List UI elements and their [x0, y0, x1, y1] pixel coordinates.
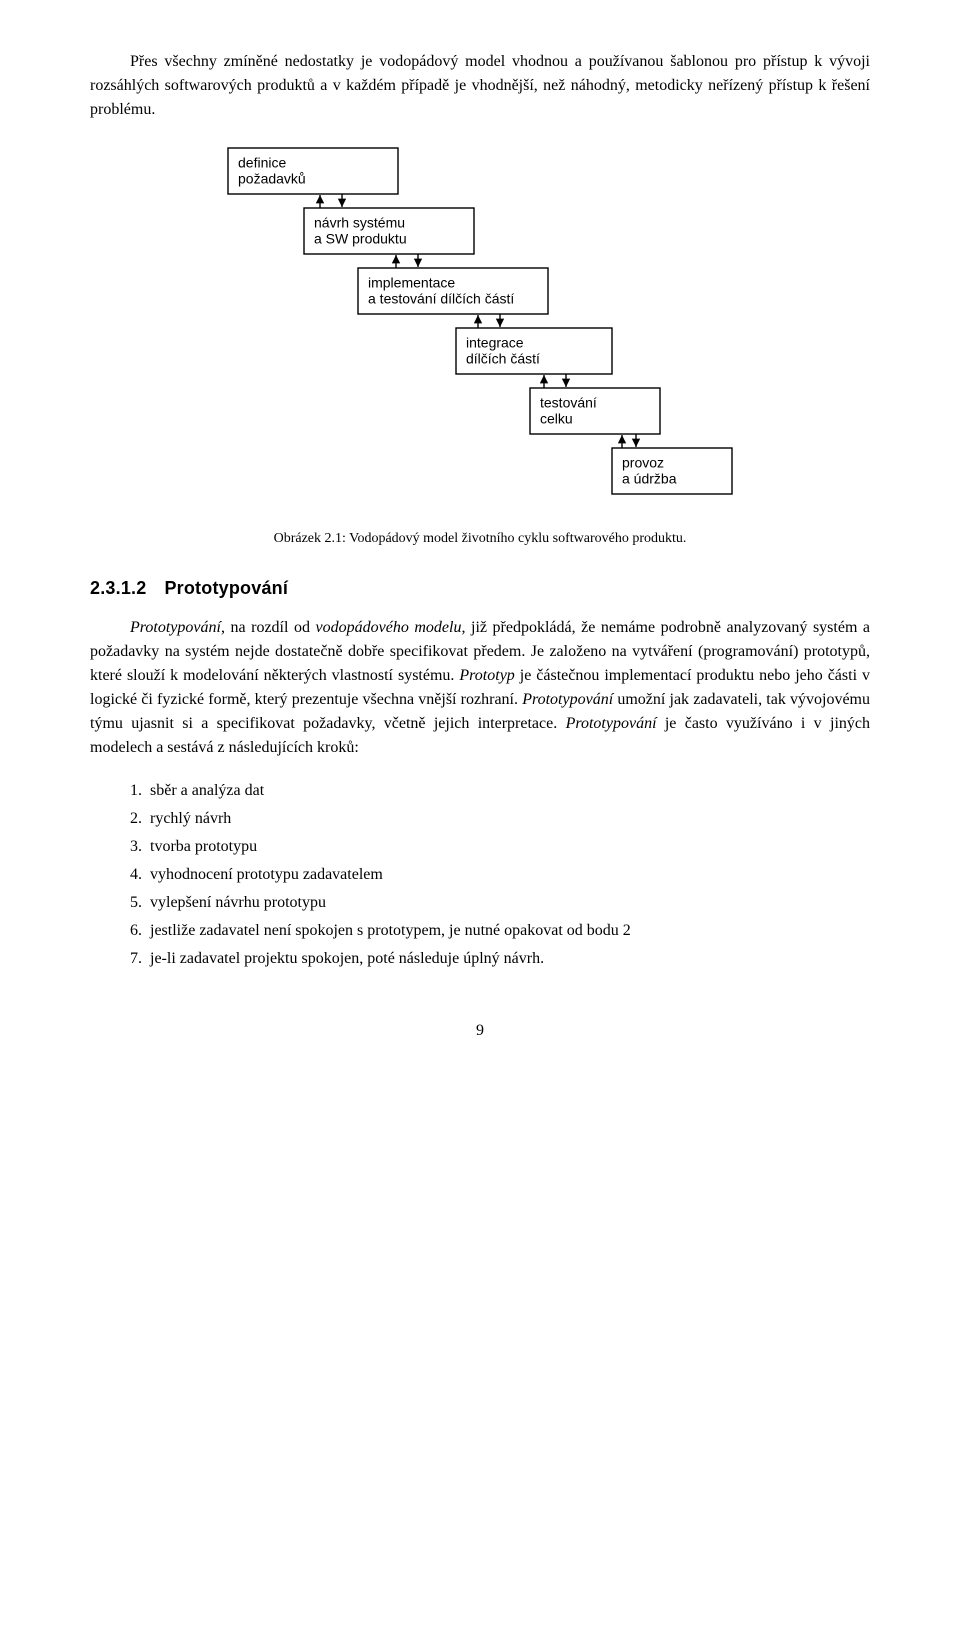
waterfall-diagram: definicepožadavků návrh systémua SW produ… [90, 142, 870, 500]
body-paragraph: Prototypování, na rozdíl od vodopádového… [90, 616, 870, 760]
italic-term: Prototypování [130, 619, 221, 636]
svg-text:a údržba: a údržba [622, 471, 677, 487]
figure-caption-text: Obrázek 2.1: Vodopádový model životního … [274, 531, 687, 546]
page-number-text: 9 [476, 1022, 484, 1039]
svg-text:a SW produktu: a SW produktu [314, 231, 407, 247]
italic-term: Prototypování [566, 715, 657, 732]
intro-paragraph: Přes všechny zmíněné nedostatky je vodop… [90, 50, 870, 122]
svg-text:provoz: provoz [622, 455, 664, 471]
italic-term: Prototypování [522, 691, 613, 708]
svg-text:celku: celku [540, 411, 573, 427]
section-heading: 2.3.1.2 Prototypování [90, 575, 870, 602]
svg-text:a testování dílčích částí: a testování dílčích částí [368, 291, 514, 307]
list-item: rychlý návrh [146, 807, 870, 831]
list-item: je-li zadavatel projektu spokojen, poté … [146, 947, 870, 971]
list-item: sběr a analýza dat [146, 779, 870, 803]
italic-term: vodopádového modelu [316, 619, 462, 636]
list-item: vyhodnocení prototypu zadavatelem [146, 863, 870, 887]
page-number: 9 [90, 1019, 870, 1043]
svg-text:požadavků: požadavků [238, 171, 306, 187]
svg-text:definice: definice [238, 155, 286, 171]
svg-text:integrace: integrace [466, 335, 524, 351]
diagram-svg: definicepožadavků návrh systémua SW produ… [222, 142, 738, 500]
figure-caption: Obrázek 2.1: Vodopádový model životního … [90, 528, 870, 549]
intro-text: Přes všechny zmíněné nedostatky je vodop… [90, 53, 870, 118]
list-item: jestliže zadavatel není spokojen s proto… [146, 919, 870, 943]
italic-term: Prototyp [459, 667, 514, 684]
svg-text:testování: testování [540, 395, 597, 411]
heading-title: Prototypování [164, 578, 288, 598]
heading-number: 2.3.1.2 [90, 575, 146, 602]
list-item: tvorba prototypu [146, 835, 870, 859]
svg-text:dílčích částí: dílčích částí [466, 351, 540, 367]
svg-text:implementace: implementace [368, 275, 455, 291]
steps-list: sběr a analýza dat rychlý návrh tvorba pro… [146, 779, 870, 971]
svg-text:návrh systému: návrh systému [314, 215, 405, 231]
list-item: vylepšení návrhu prototypu [146, 891, 870, 915]
